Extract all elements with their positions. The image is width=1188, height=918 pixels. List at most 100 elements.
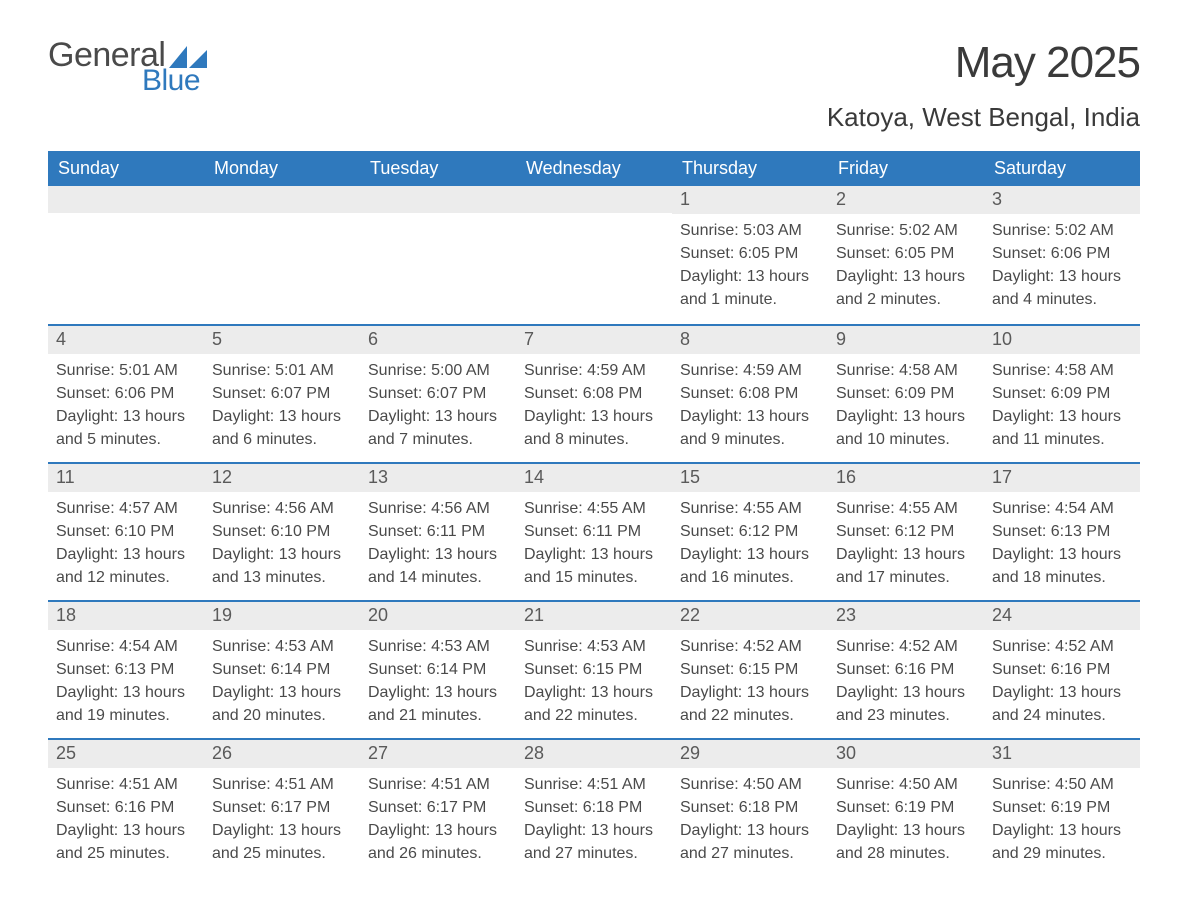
calendar-day-cell: 4 Sunrise: 5:01 AMSunset: 6:06 PMDaylight… [48,326,204,462]
daylight-line2: and 4 minutes. [992,288,1132,311]
day-number: 19 [204,602,360,630]
day-number: 16 [828,464,984,492]
calendar-header-cell: Monday [204,151,360,186]
sunset-line: Sunset: 6:16 PM [56,796,196,819]
sunrise-line: Sunrise: 4:51 AM [212,773,352,796]
day-number: 12 [204,464,360,492]
day-number [204,186,360,213]
sunset-line: Sunset: 6:14 PM [368,658,508,681]
calendar-day-cell: 17Sunrise: 4:54 AMSunset: 6:13 PMDayligh… [984,464,1140,600]
calendar-header-cell: Tuesday [360,151,516,186]
day-details: Sunrise: 4:52 AMSunset: 6:16 PMDaylight:… [828,630,984,738]
daylight-line2: and 27 minutes. [524,842,664,865]
calendar-day-cell: 23Sunrise: 4:52 AMSunset: 6:16 PMDayligh… [828,602,984,738]
location: Katoya, West Bengal, India [827,102,1140,133]
sunrise-line: Sunrise: 4:53 AM [368,635,508,658]
sunset-line: Sunset: 6:06 PM [992,242,1132,265]
calendar-day-cell: 19Sunrise: 4:53 AMSunset: 6:14 PMDayligh… [204,602,360,738]
daylight-line1: Daylight: 13 hours [680,265,820,288]
calendar-day-cell: 20Sunrise: 4:53 AMSunset: 6:14 PMDayligh… [360,602,516,738]
calendar-day-cell: 27Sunrise: 4:51 AMSunset: 6:17 PMDayligh… [360,740,516,876]
daylight-line1: Daylight: 13 hours [836,405,976,428]
day-number: 20 [360,602,516,630]
day-number: 3 [984,186,1140,214]
sunset-line: Sunset: 6:10 PM [212,520,352,543]
calendar-day-cell: 10Sunrise: 4:58 AMSunset: 6:09 PMDayligh… [984,326,1140,462]
calendar-day-cell: 7Sunrise: 4:59 AMSunset: 6:08 PMDaylight… [516,326,672,462]
daylight-line1: Daylight: 13 hours [56,405,196,428]
day-details: Sunrise: 4:51 AMSunset: 6:16 PMDaylight:… [48,768,204,876]
sunset-line: Sunset: 6:06 PM [56,382,196,405]
day-details: Sunrise: 4:53 AMSunset: 6:14 PMDaylight:… [360,630,516,738]
sunrise-line: Sunrise: 4:52 AM [992,635,1132,658]
sunset-line: Sunset: 6:12 PM [836,520,976,543]
day-number: 23 [828,602,984,630]
sunset-line: Sunset: 6:18 PM [680,796,820,819]
sunset-line: Sunset: 6:12 PM [680,520,820,543]
day-details: Sunrise: 4:53 AMSunset: 6:14 PMDaylight:… [204,630,360,738]
day-number: 18 [48,602,204,630]
header: General Blue May 2025 Katoya, West Benga… [48,38,1140,133]
day-number: 17 [984,464,1140,492]
sunset-line: Sunset: 6:15 PM [680,658,820,681]
day-number: 7 [516,326,672,354]
day-details [516,213,672,228]
calendar-week: 11Sunrise: 4:57 AMSunset: 6:10 PMDayligh… [48,462,1140,600]
day-number: 1 [672,186,828,214]
sunrise-line: Sunrise: 4:59 AM [524,359,664,382]
day-number: 30 [828,740,984,768]
day-details: Sunrise: 4:55 AMSunset: 6:12 PMDaylight:… [672,492,828,600]
calendar-day-cell: 16Sunrise: 4:55 AMSunset: 6:12 PMDayligh… [828,464,984,600]
calendar-header-cell: Saturday [984,151,1140,186]
sunrise-line: Sunrise: 5:01 AM [56,359,196,382]
day-details: Sunrise: 4:55 AMSunset: 6:11 PMDaylight:… [516,492,672,600]
sunrise-line: Sunrise: 4:57 AM [56,497,196,520]
sunrise-line: Sunrise: 4:54 AM [992,497,1132,520]
daylight-line1: Daylight: 13 hours [368,681,508,704]
sunset-line: Sunset: 6:17 PM [368,796,508,819]
calendar-day-cell [204,186,360,324]
sunset-line: Sunset: 6:14 PM [212,658,352,681]
calendar-day-cell: 6Sunrise: 5:00 AMSunset: 6:07 PMDaylight… [360,326,516,462]
day-details: Sunrise: 4:56 AMSunset: 6:11 PMDaylight:… [360,492,516,600]
daylight-line2: and 17 minutes. [836,566,976,589]
day-details: Sunrise: 4:54 AMSunset: 6:13 PMDaylight:… [984,492,1140,600]
day-number: 4 [48,326,204,354]
sunrise-line: Sunrise: 4:59 AM [680,359,820,382]
daylight-line1: Daylight: 13 hours [368,543,508,566]
day-details: Sunrise: 5:02 AMSunset: 6:05 PMDaylight:… [828,214,984,322]
day-number: 10 [984,326,1140,354]
sunset-line: Sunset: 6:11 PM [524,520,664,543]
calendar-day-cell: 13Sunrise: 4:56 AMSunset: 6:11 PMDayligh… [360,464,516,600]
day-number: 15 [672,464,828,492]
day-details: Sunrise: 5:00 AMSunset: 6:07 PMDaylight:… [360,354,516,462]
calendar-day-cell [516,186,672,324]
day-number: 11 [48,464,204,492]
day-number: 28 [516,740,672,768]
day-details: Sunrise: 4:50 AMSunset: 6:18 PMDaylight:… [672,768,828,876]
daylight-line1: Daylight: 13 hours [992,681,1132,704]
day-details: Sunrise: 4:58 AMSunset: 6:09 PMDaylight:… [828,354,984,462]
daylight-line2: and 2 minutes. [836,288,976,311]
day-number [48,186,204,213]
daylight-line2: and 6 minutes. [212,428,352,451]
calendar-week: 1Sunrise: 5:03 AMSunset: 6:05 PMDaylight… [48,186,1140,324]
day-number: 9 [828,326,984,354]
calendar-header-cell: Thursday [672,151,828,186]
day-number: 25 [48,740,204,768]
daylight-line1: Daylight: 13 hours [836,265,976,288]
daylight-line2: and 27 minutes. [680,842,820,865]
daylight-line2: and 12 minutes. [56,566,196,589]
month-title: May 2025 [827,38,1140,88]
day-details: Sunrise: 5:02 AMSunset: 6:06 PMDaylight:… [984,214,1140,322]
calendar-day-cell [360,186,516,324]
sunrise-line: Sunrise: 4:56 AM [368,497,508,520]
sunrise-line: Sunrise: 5:03 AM [680,219,820,242]
calendar-day-cell [48,186,204,324]
calendar-day-cell: 9Sunrise: 4:58 AMSunset: 6:09 PMDaylight… [828,326,984,462]
daylight-line1: Daylight: 13 hours [56,819,196,842]
sunrise-line: Sunrise: 4:51 AM [56,773,196,796]
day-details: Sunrise: 4:50 AMSunset: 6:19 PMDaylight:… [984,768,1140,876]
day-details: Sunrise: 4:55 AMSunset: 6:12 PMDaylight:… [828,492,984,600]
sunset-line: Sunset: 6:10 PM [56,520,196,543]
